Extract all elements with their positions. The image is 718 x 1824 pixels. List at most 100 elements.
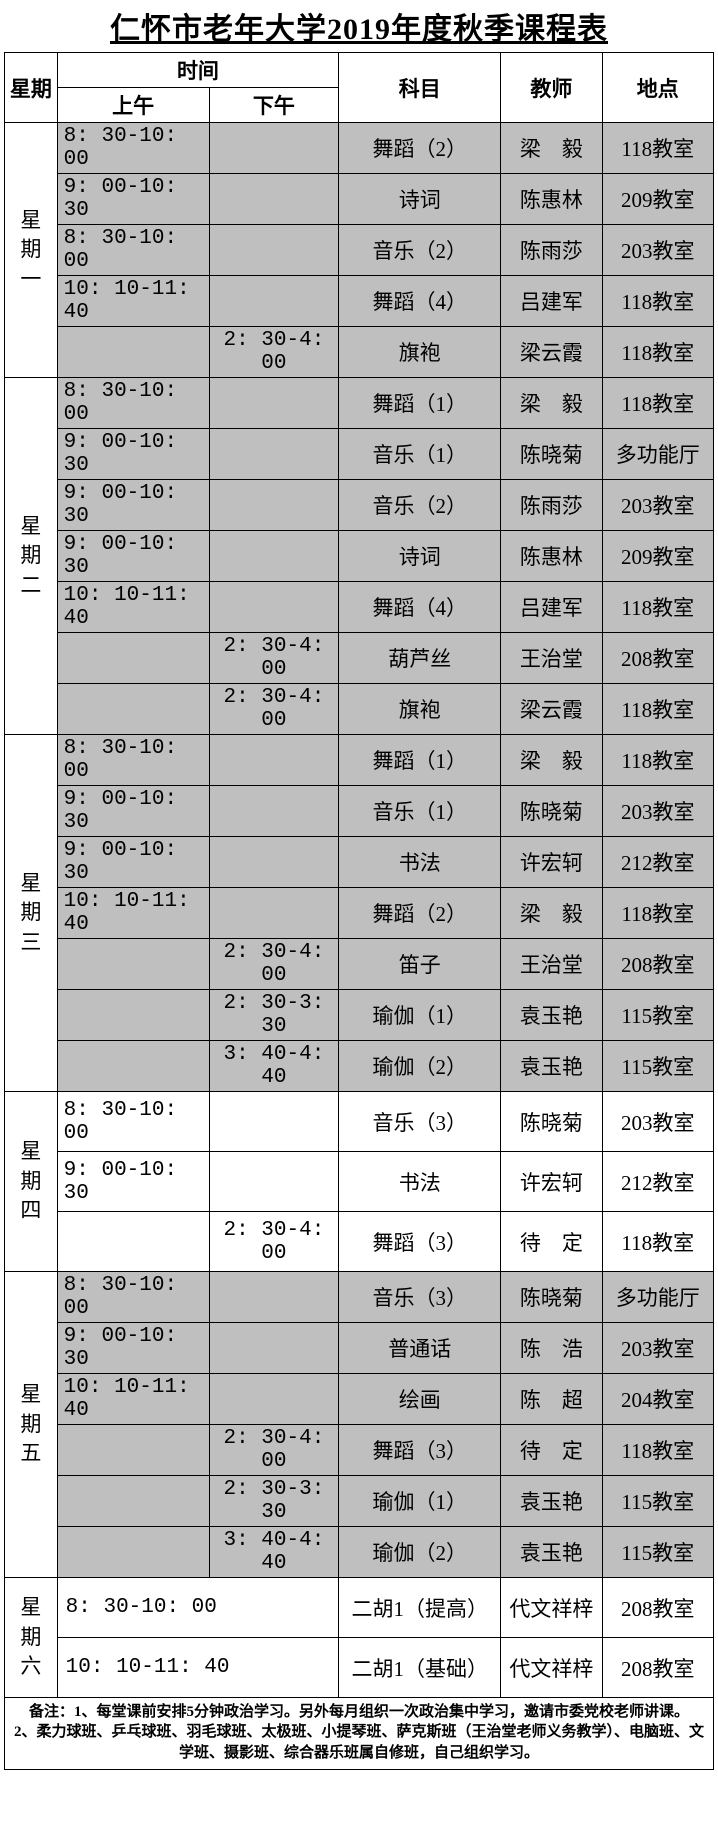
cell-subject: 笛子 (339, 939, 501, 990)
cell-am: 9: 00-10: 30 (57, 531, 209, 582)
day-label: 星期六 (5, 1578, 58, 1698)
header-location: 地点 (602, 53, 713, 123)
table-row: 9: 00-10: 30普通话陈 浩203教室 (5, 1323, 714, 1374)
day-label: 星期二 (5, 378, 58, 735)
cell-pm (209, 123, 339, 174)
cell-pm (209, 1272, 339, 1323)
day-label: 星期五 (5, 1272, 58, 1578)
cell-teacher: 许宏轲 (501, 837, 602, 888)
cell-am: 9: 00-10: 30 (57, 480, 209, 531)
cell-teacher: 陈雨莎 (501, 225, 602, 276)
cell-am (57, 939, 209, 990)
cell-location: 208教室 (602, 1638, 713, 1698)
cell-teacher: 王治堂 (501, 939, 602, 990)
cell-location: 118教室 (602, 327, 713, 378)
table-row: 10: 10-11: 40绘画陈 超204教室 (5, 1374, 714, 1425)
cell-pm: 3: 40-4: 40 (209, 1041, 339, 1092)
cell-teacher: 陈晓菊 (501, 1092, 602, 1152)
table-row: 星期四8: 30-10: 00音乐（3）陈晓菊203教室 (5, 1092, 714, 1152)
cell-location: 118教室 (602, 123, 713, 174)
cell-am: 8: 30-10: 00 (57, 1272, 209, 1323)
cell-teacher: 陈 超 (501, 1374, 602, 1425)
cell-location: 118教室 (602, 1425, 713, 1476)
header-pm: 下午 (209, 88, 339, 123)
table-row: 9: 00-10: 30 音乐（1）陈晓菊多功能厅 (5, 429, 714, 480)
table-row: 9: 00-10: 30书法许宏轲212教室 (5, 837, 714, 888)
cell-time: 8: 30-10: 00 (57, 1578, 339, 1638)
cell-subject: 舞蹈（2） (339, 888, 501, 939)
cell-am: 9: 00-10: 30 (57, 1152, 209, 1212)
cell-am: 10: 10-11: 40 (57, 276, 209, 327)
cell-teacher: 陈雨莎 (501, 480, 602, 531)
table-row: 9: 00-10: 30音乐（2）陈雨莎203教室 (5, 480, 714, 531)
cell-pm (209, 174, 339, 225)
cell-teacher: 待 定 (501, 1212, 602, 1272)
cell-pm (209, 378, 339, 429)
cell-location: 209教室 (602, 174, 713, 225)
cell-subject: 音乐（3） (339, 1272, 501, 1323)
note-2: 2、柔力球班、乒乓球班、羽毛球班、太极班、小提琴班、萨克斯班（王治堂老师义务教学… (11, 1722, 707, 1763)
cell-pm: 2: 30-3: 30 (209, 1476, 339, 1527)
cell-pm (209, 1092, 339, 1152)
cell-subject: 诗词 (339, 531, 501, 582)
page-title: 仁怀市老年大学2019年度秋季课程表 (4, 4, 714, 48)
cell-location: 203教室 (602, 1092, 713, 1152)
cell-subject: 普通话 (339, 1323, 501, 1374)
cell-pm (209, 225, 339, 276)
cell-am (57, 1527, 209, 1578)
cell-pm (209, 735, 339, 786)
cell-am: 8: 30-10: 00 (57, 735, 209, 786)
cell-subject: 二胡1（提高） (339, 1578, 501, 1638)
cell-am (57, 1212, 209, 1272)
cell-subject: 诗词 (339, 174, 501, 225)
cell-teacher: 陈晓菊 (501, 429, 602, 480)
table-row: 星期一8: 30-10: 00舞蹈（2）梁 毅118教室 (5, 123, 714, 174)
cell-location: 115教室 (602, 1476, 713, 1527)
cell-location: 多功能厅 (602, 429, 713, 480)
cell-subject: 二胡1（基础） (339, 1638, 501, 1698)
cell-teacher: 袁玉艳 (501, 1527, 602, 1578)
cell-teacher: 梁云霞 (501, 684, 602, 735)
cell-am: 9: 00-10: 30 (57, 786, 209, 837)
cell-subject: 舞蹈（1） (339, 735, 501, 786)
cell-teacher: 陈 浩 (501, 1323, 602, 1374)
cell-subject: 舞蹈（2） (339, 123, 501, 174)
cell-location: 118教室 (602, 888, 713, 939)
table-row: 3: 40-4: 40瑜伽（2）袁玉艳115教室 (5, 1041, 714, 1092)
header-am: 上午 (57, 88, 209, 123)
cell-location: 118教室 (602, 378, 713, 429)
cell-teacher: 待 定 (501, 1425, 602, 1476)
cell-subject: 舞蹈（3） (339, 1212, 501, 1272)
cell-am: 9: 00-10: 30 (57, 174, 209, 225)
cell-location: 208教室 (602, 939, 713, 990)
cell-location: 118教室 (602, 1212, 713, 1272)
cell-am: 8: 30-10: 00 (57, 225, 209, 276)
cell-subject: 音乐（1） (339, 786, 501, 837)
table-row: 星期六8: 30-10: 00二胡1（提高）代文祥梓208教室 (5, 1578, 714, 1638)
cell-pm: 2: 30-4: 00 (209, 633, 339, 684)
cell-location: 208教室 (602, 633, 713, 684)
cell-am: 9: 00-10: 30 (57, 837, 209, 888)
cell-location: 118教室 (602, 735, 713, 786)
day-label: 星期一 (5, 123, 58, 378)
cell-subject: 音乐（2） (339, 225, 501, 276)
cell-subject: 音乐（2） (339, 480, 501, 531)
cell-teacher: 袁玉艳 (501, 1041, 602, 1092)
cell-am (57, 1476, 209, 1527)
table-row: 2: 30-4: 00舞蹈（3）待 定118教室 (5, 1425, 714, 1476)
cell-location: 118教室 (602, 582, 713, 633)
cell-location: 115教室 (602, 1041, 713, 1092)
cell-subject: 音乐（1） (339, 429, 501, 480)
cell-pm (209, 1152, 339, 1212)
cell-pm (209, 480, 339, 531)
header-subject: 科目 (339, 53, 501, 123)
cell-pm (209, 1374, 339, 1425)
day-label: 星期四 (5, 1092, 58, 1272)
table-row: 3: 40-4: 40瑜伽（2）袁玉艳115教室 (5, 1527, 714, 1578)
cell-pm (209, 888, 339, 939)
cell-teacher: 梁云霞 (501, 327, 602, 378)
cell-pm (209, 276, 339, 327)
cell-am: 8: 30-10: 00 (57, 1092, 209, 1152)
cell-am: 9: 00-10: 30 (57, 429, 209, 480)
table-row: 10: 10-11: 40舞蹈（4）吕建军118教室 (5, 276, 714, 327)
